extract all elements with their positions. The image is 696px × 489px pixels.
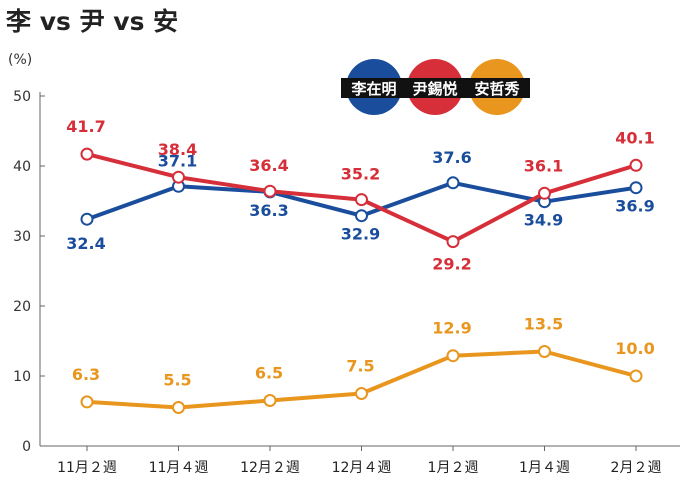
- data-label: 37.1: [158, 151, 197, 170]
- data-label: 36.9: [615, 197, 654, 216]
- data-label: 37.6: [432, 148, 471, 167]
- data-point: [80, 395, 94, 409]
- data-point: [263, 394, 277, 407]
- x-tick-label: 2月２週: [611, 460, 662, 476]
- y-axis: 0 10 20 30 40 50: [13, 89, 45, 455]
- data-label: 6.3: [72, 365, 100, 384]
- data-point: [446, 176, 460, 190]
- data-point: [172, 401, 185, 414]
- x-tick-label: 11月４週: [149, 460, 209, 476]
- y-unit-label: (%): [8, 52, 32, 68]
- data-point: [629, 181, 643, 195]
- data-label: 38.4: [158, 140, 197, 159]
- data-point: [629, 158, 643, 172]
- legend-label: 尹錫悦: [412, 80, 457, 98]
- data-labels: 32.4 37.1 36.3 32.9 37.6 34.9 36.9 41.7 38.4 36.4…: [66, 117, 654, 389]
- data-label: 36.1: [524, 156, 563, 175]
- data-label: 32.9: [341, 225, 380, 244]
- x-tick-label: 12月４週: [332, 460, 392, 476]
- data-label: 6.5: [255, 364, 283, 383]
- data-label: 32.4: [66, 234, 105, 253]
- data-label: 40.1: [615, 128, 654, 147]
- x-tick-label: 1月４週: [519, 460, 570, 476]
- y-tick-label: 40: [13, 159, 31, 175]
- data-point: [355, 193, 368, 207]
- y-tick-label: 30: [13, 229, 31, 245]
- x-tick-label: 1月２週: [428, 460, 479, 476]
- data-point: [80, 147, 94, 161]
- legend-label: 安哲秀: [474, 80, 520, 98]
- data-point: [446, 235, 460, 249]
- data-label: 29.2: [432, 255, 471, 274]
- y-tick-label: 0: [22, 439, 31, 455]
- chart-title: 李 vs 尹 vs 安: [6, 7, 178, 36]
- x-tick-label: 12月２週: [240, 460, 300, 476]
- data-label: 13.5: [524, 315, 563, 334]
- data-label: 5.5: [163, 371, 191, 390]
- data-label: 36.4: [249, 156, 288, 175]
- legend: 李在明 尹錫悦 安哲秀: [341, 59, 530, 115]
- y-tick-label: 20: [13, 299, 31, 315]
- data-point: [355, 387, 368, 400]
- data-label: 34.9: [524, 211, 563, 230]
- x-axis: 11月２週 11月４週 12月２週 12月４週 1月２週 1月４週 2月２週: [40, 445, 680, 476]
- data-point: [538, 186, 551, 200]
- data-point: [446, 349, 460, 363]
- legend-label-bg: [341, 78, 407, 98]
- data-label: 12.9: [432, 319, 471, 338]
- y-tick-label: 50: [13, 89, 31, 105]
- legend-label-bg: [402, 78, 468, 98]
- data-label: 35.2: [341, 165, 380, 184]
- data-label: 36.3: [249, 201, 288, 220]
- data-point: [629, 369, 643, 383]
- data-point: [80, 212, 94, 226]
- y-tick-label: 10: [13, 369, 31, 385]
- legend-label-bg: [464, 78, 530, 98]
- data-label: 7.5: [346, 357, 374, 376]
- x-tick-label: 11月２週: [57, 460, 117, 476]
- data-label: 41.7: [66, 117, 105, 136]
- legend-label: 李在明: [350, 80, 396, 98]
- data-point: [538, 345, 551, 358]
- data-label: 10.0: [615, 339, 654, 358]
- data-point: [263, 184, 277, 198]
- series-points: [80, 147, 643, 414]
- data-point: [172, 170, 185, 184]
- data-point: [355, 209, 368, 223]
